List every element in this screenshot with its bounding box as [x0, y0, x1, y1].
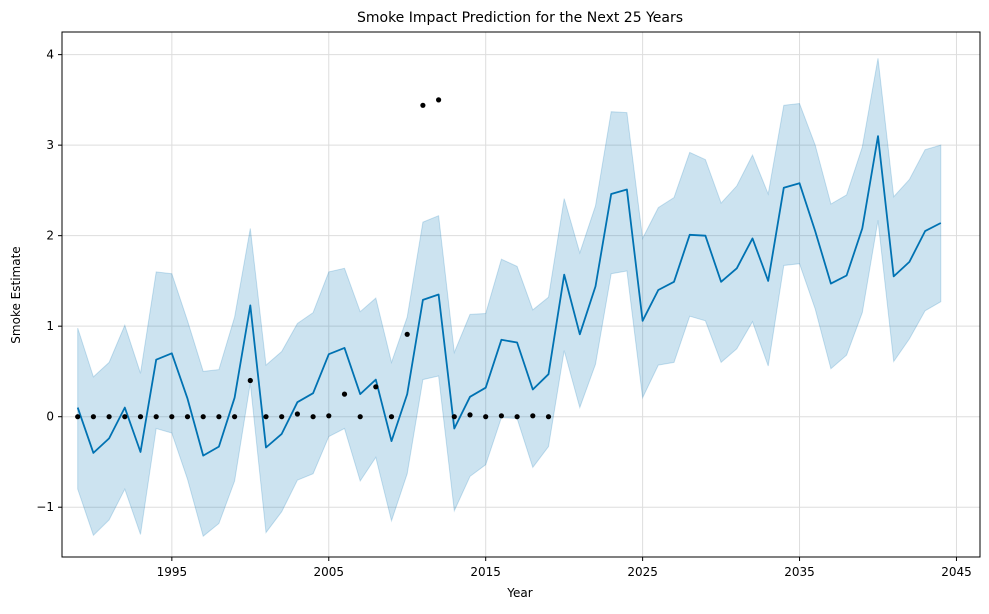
observed-point — [498, 413, 504, 419]
observed-point — [545, 414, 552, 420]
observed-point — [90, 414, 96, 420]
observed-point — [137, 414, 144, 420]
y-tick-label: 2 — [46, 229, 54, 243]
grid-lines — [62, 32, 980, 557]
x-tick-label: 2045 — [941, 565, 972, 579]
observed-point — [326, 413, 332, 419]
observed-point — [279, 414, 285, 420]
forecast-line-group — [76, 135, 942, 457]
observed-point — [373, 384, 379, 390]
y-axis-ticks: −1 0 1 2 3 4 — [36, 48, 62, 514]
observed-point — [75, 414, 81, 420]
uncertainty-band-area — [77, 58, 942, 538]
uncertainty-band — [77, 58, 942, 538]
chart-title: Smoke Impact Prediction for the Next 25 … — [357, 10, 683, 26]
x-tick-label: 2015 — [470, 565, 501, 579]
y-axis-label: Smoke Estimate — [9, 246, 23, 343]
observed-point — [514, 414, 520, 420]
forecast-line — [76, 135, 942, 457]
observed-point — [106, 414, 112, 420]
observed-point — [436, 97, 442, 103]
observed-point — [247, 377, 253, 384]
x-tick-label: 2035 — [784, 565, 815, 579]
observed-point — [184, 414, 191, 420]
y-tick-label: −1 — [36, 500, 54, 514]
observed-point — [122, 414, 128, 420]
x-axis-ticks: 1995 2005 2015 2025 2035 2045 — [157, 557, 972, 579]
observed-point — [530, 413, 536, 419]
observed-point — [388, 414, 395, 420]
observed-point — [263, 414, 269, 420]
observed-point — [451, 414, 457, 420]
x-tick-label: 2025 — [627, 565, 658, 579]
x-tick-label: 1995 — [157, 565, 188, 579]
observed-point — [404, 331, 410, 337]
y-tick-label: 3 — [46, 138, 54, 152]
observed-point — [341, 391, 348, 397]
observed-point — [153, 414, 159, 420]
y-tick-label: 4 — [46, 48, 54, 62]
observed-point — [467, 412, 473, 418]
observed-point — [310, 414, 316, 420]
x-axis-label: Year — [506, 586, 532, 600]
plot-frame — [61, 31, 981, 558]
observed-point — [357, 414, 363, 420]
observed-points — [75, 97, 552, 420]
observed-point — [420, 102, 426, 108]
observed-point — [169, 414, 175, 420]
observed-point — [483, 414, 489, 420]
observed-point — [200, 414, 206, 420]
observed-point — [216, 414, 222, 420]
x-tick-label: 2005 — [313, 565, 344, 579]
observed-point — [294, 411, 300, 417]
observed-point — [232, 414, 238, 420]
y-tick-label: 1 — [46, 319, 54, 333]
y-tick-label: 0 — [46, 410, 54, 424]
